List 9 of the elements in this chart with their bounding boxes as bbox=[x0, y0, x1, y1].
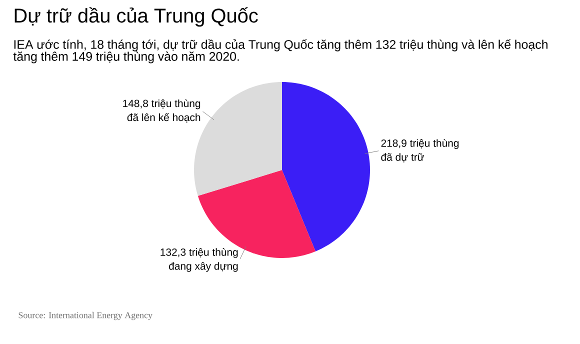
slice-label: đã dự trữ bbox=[381, 153, 424, 162]
data-label: 218,9 triệu thùng bbox=[381, 139, 459, 149]
data-label: 132,3 triệu thùng bbox=[160, 248, 238, 258]
slice-label: đang xây dựng bbox=[169, 262, 238, 272]
chart-subtitle: IEA ước tính, 18 tháng tới, dự trữ dầu của Trung Quốc tăng thêm 132 triệu thùng và lên kế hoạch tăng thêm 149 triệu thùng vào năm 2020. bbox=[13, 39, 548, 64]
chart-title: Dự trữ dầu của Trung Quốc bbox=[14, 7, 258, 27]
slice-label: đã lên kế hoạch bbox=[127, 112, 200, 123]
source-note: Source: International Energy Agency bbox=[18, 312, 152, 320]
data-label: 148,8 triệu thùng bbox=[123, 99, 200, 110]
